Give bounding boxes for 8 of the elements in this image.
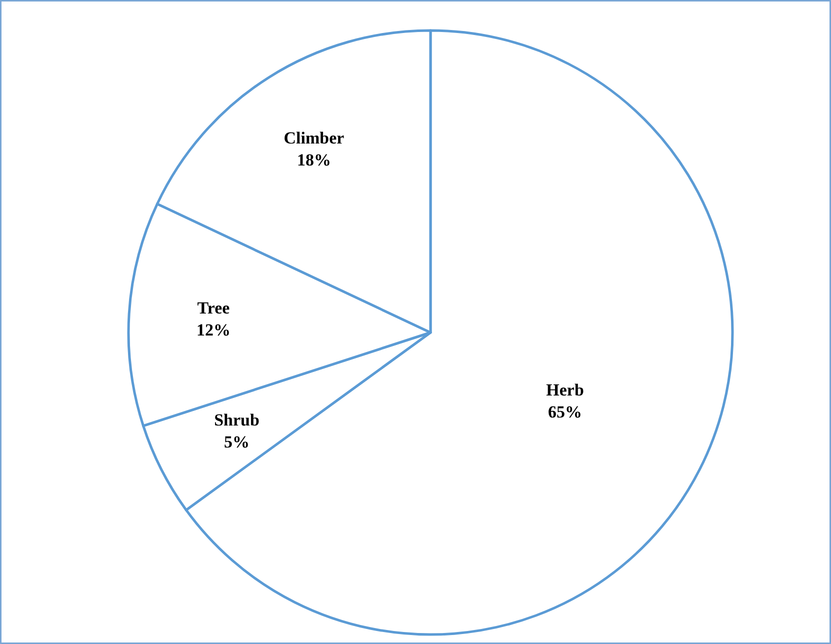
slice-label: Herb <box>546 380 584 400</box>
data-label: 65% <box>548 402 582 422</box>
data-label: 18% <box>296 150 331 170</box>
data-label: 12% <box>196 320 230 340</box>
slice-label: Climber <box>284 128 345 148</box>
data-label: 5% <box>224 432 250 452</box>
slice-label: Tree <box>197 298 230 318</box>
slice-label: Shrub <box>214 410 260 430</box>
